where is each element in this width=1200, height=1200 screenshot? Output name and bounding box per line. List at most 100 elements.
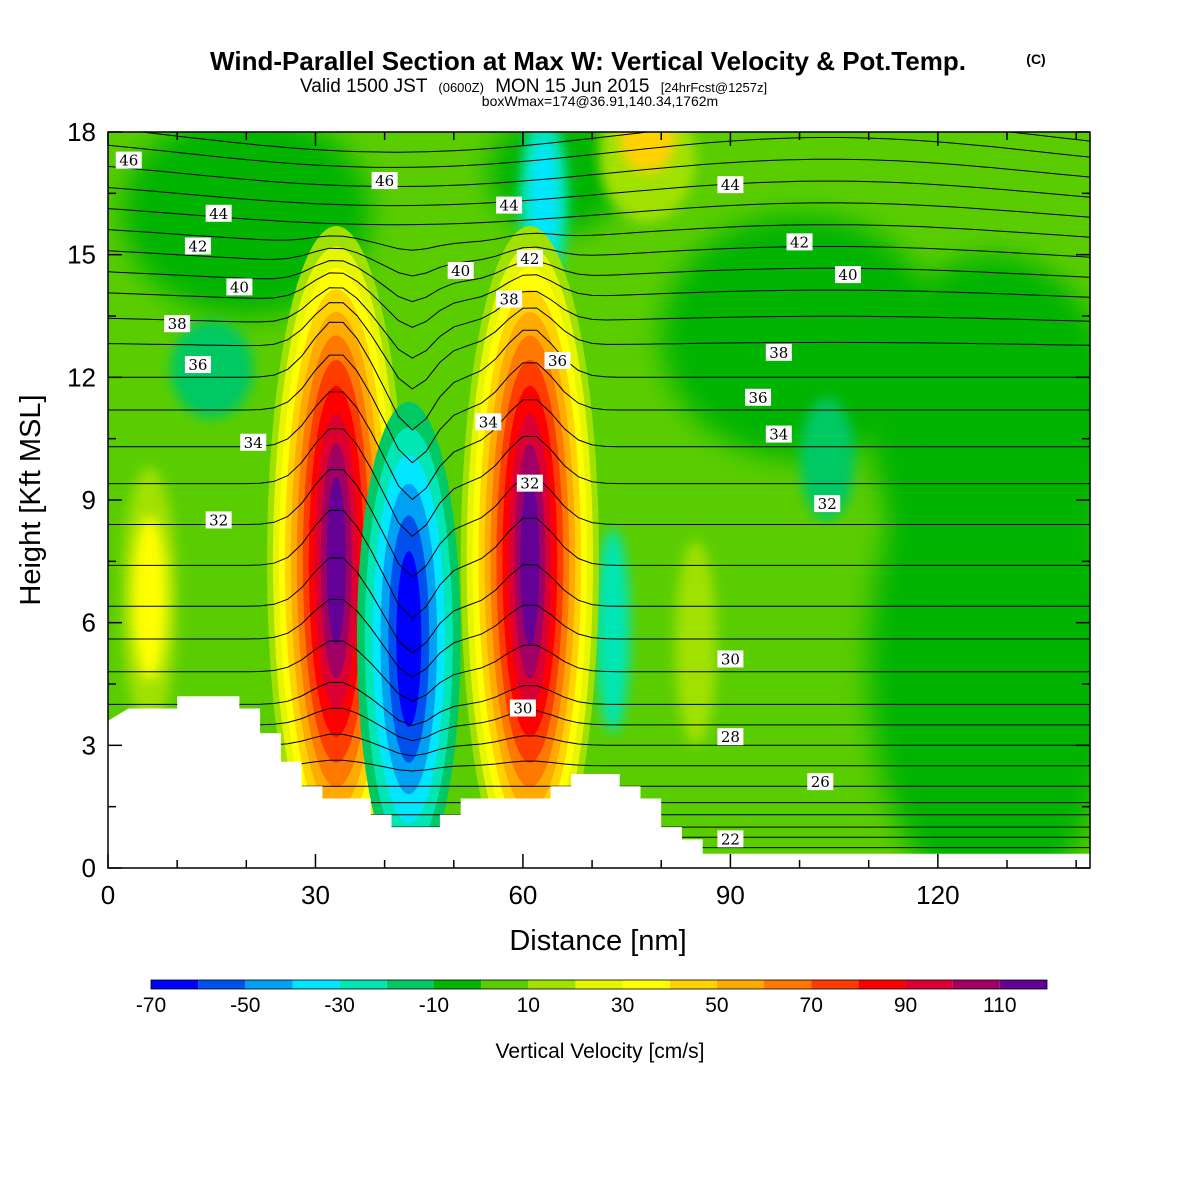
contour-label: 40 xyxy=(447,262,474,280)
y-axis-label: Height [Kft MSL] xyxy=(15,394,47,605)
theta-contour-line xyxy=(108,287,1090,359)
colorbar-swatch xyxy=(952,980,1000,989)
theta-contour-line xyxy=(108,391,1090,501)
contour-label-text: 34 xyxy=(479,413,498,431)
colorbar-tick-label: 50 xyxy=(705,994,728,1017)
contour-label-text: 44 xyxy=(209,205,228,223)
contour-label-text: 36 xyxy=(188,356,207,374)
contour-label-text: 34 xyxy=(244,434,263,452)
contour-labels: 22 26 28 30 30 32 32 32 34 34 34 36 36 36 38 38 38 40 40 40… xyxy=(115,151,861,848)
contour-label: 38 xyxy=(164,315,191,333)
contour-label-box xyxy=(205,511,232,529)
contour-label-text: 28 xyxy=(721,728,740,746)
contour-label-text: 26 xyxy=(811,773,830,791)
colorbar-tick-label: 90 xyxy=(894,994,917,1017)
contour-label-box xyxy=(516,249,543,267)
theta-contour-line xyxy=(137,132,1090,153)
contour-label-text: 38 xyxy=(500,291,519,309)
contour-label-box xyxy=(745,388,772,406)
contour-label: 42 xyxy=(786,233,813,251)
subtitle-valid-utc: (0600Z) xyxy=(438,80,484,95)
plot-area: 22 26 28 30 30 32 32 32 34 34 34 36 36 36 38 38 38 40 40 40… xyxy=(108,132,1090,868)
contour-label-text: 40 xyxy=(230,278,249,296)
contour-label-text: 42 xyxy=(520,250,539,268)
colorbar-swatch xyxy=(999,980,1047,989)
colorbar-swatch xyxy=(386,980,434,989)
x-tick-label: 90 xyxy=(716,880,745,910)
colorbar-swatch xyxy=(858,980,906,989)
colorbar-title: Vertical Velocity [cm/s] xyxy=(496,1040,705,1063)
theta-contour-line xyxy=(108,137,1090,168)
contour-label-text: 44 xyxy=(721,176,740,194)
contour-label-box xyxy=(115,151,142,169)
contour-label-box xyxy=(371,172,398,190)
contour-label-text: 36 xyxy=(749,389,768,407)
contour-label-box xyxy=(814,495,841,513)
colorbar-swatch xyxy=(905,980,953,989)
colorbar-swatch xyxy=(669,980,717,989)
contour-label: 42 xyxy=(516,249,543,268)
contour-label: 34 xyxy=(240,433,267,452)
contour-label-text: 42 xyxy=(790,233,809,251)
contour-label-text: 44 xyxy=(500,197,519,215)
contour-label-text: 40 xyxy=(838,266,857,284)
theta-contour-line xyxy=(108,180,1090,207)
colorbar-swatch xyxy=(151,980,199,989)
contour-label: 44 xyxy=(717,176,744,194)
copyright-mark: (C) xyxy=(1026,51,1045,67)
contour-label-box xyxy=(447,262,474,280)
contour-label: 32 xyxy=(205,511,232,529)
subtitle-valid-date: MON 15 Jun 2015 xyxy=(495,76,649,97)
axis-ticks xyxy=(107,131,1090,869)
theta-contour-line xyxy=(108,707,1090,742)
y-tick-label: 15 xyxy=(67,240,96,270)
contour-label: 36 xyxy=(184,356,211,374)
theta-contour-line xyxy=(108,224,1090,251)
theta-contour-line xyxy=(108,272,1090,328)
contour-label: 34 xyxy=(475,413,502,431)
contour-label: 42 xyxy=(184,237,211,255)
contour-label: 22 xyxy=(717,830,744,848)
contour-label-box xyxy=(786,233,813,251)
contour-label-box xyxy=(496,290,523,308)
contour-label-text: 32 xyxy=(818,495,837,513)
chart-title: Wind-Parallel Section at Max W: Vertical… xyxy=(210,46,966,76)
subtitle-forecast: [24hrFcst@1257z] xyxy=(661,80,767,95)
contour-label-text: 30 xyxy=(513,700,532,718)
contour-label-box xyxy=(807,773,834,791)
contour-label: 28 xyxy=(717,728,744,746)
updraft-plume xyxy=(326,477,346,646)
colorbar-swatch xyxy=(528,980,576,989)
colorbar-tick-label: -50 xyxy=(230,994,260,1017)
theta-contour-line xyxy=(108,428,1090,537)
subtitle-valid-time: Valid 1500 JST xyxy=(300,76,428,97)
colorbar: -70 -50 -30 -10 10 30 50 70 90 110 xyxy=(136,979,1048,1017)
y-tick-label: 0 xyxy=(82,853,96,883)
theta-contour-line xyxy=(108,354,1090,464)
contour-label-box xyxy=(184,356,211,374)
theta-contour-line xyxy=(108,321,1090,431)
colorbar-swatch xyxy=(339,980,387,989)
contour-label-box xyxy=(544,351,571,369)
chart-title-block: Wind-Parallel Section at Max W: Vertical… xyxy=(210,46,1046,109)
theta-contour-line xyxy=(108,302,1090,390)
y-tick-label: 12 xyxy=(67,362,96,392)
colorbar-swatch xyxy=(198,980,246,989)
contour-label-box xyxy=(717,830,744,848)
contour-label-text: 38 xyxy=(168,315,187,333)
contour-label: 34 xyxy=(765,425,792,444)
x-tick-label: 0 xyxy=(101,880,115,910)
contour-label: 44 xyxy=(205,204,232,223)
field-region-negative xyxy=(799,397,855,521)
colorbar-swatch xyxy=(481,980,529,989)
contour-label-box xyxy=(496,196,523,214)
colorbar-tick-label: -70 xyxy=(136,994,166,1017)
contour-label-box xyxy=(834,266,861,284)
colorbar-tick-label: 70 xyxy=(800,994,823,1017)
colorbar-swatch xyxy=(622,980,670,989)
contour-label: 30 xyxy=(717,650,744,668)
colorbar-swatch xyxy=(716,980,765,989)
colorbar-swatch xyxy=(764,980,812,989)
field-region-positive xyxy=(619,132,676,173)
